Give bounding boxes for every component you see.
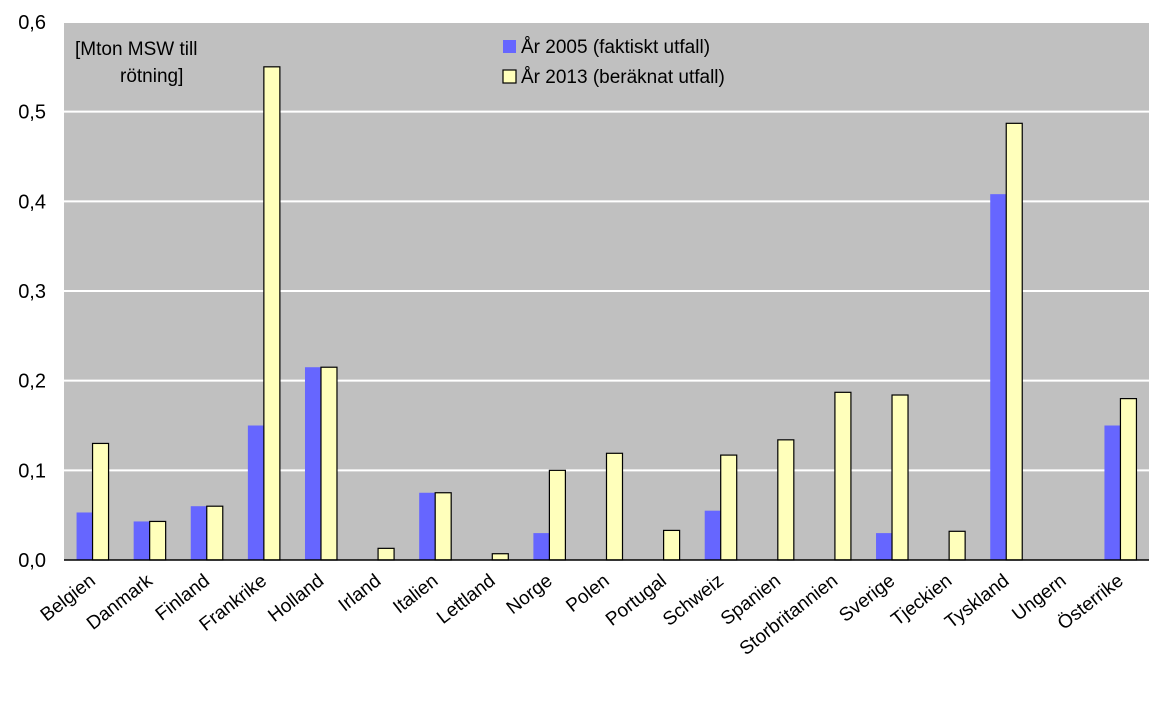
- x-tick-label: Tyskland: [941, 570, 1013, 633]
- unit-label-line-1: [Mton MSW till: [75, 39, 197, 60]
- x-tick-label: Portugal: [602, 570, 671, 630]
- bar-2005: [76, 512, 93, 560]
- y-tick-label: 0,6: [18, 12, 46, 34]
- bar-2013: [1119, 398, 1138, 561]
- x-tick-label: Sverige: [835, 570, 899, 626]
- bar-2005: [876, 533, 893, 560]
- y-axis-ticks: 0,0 0,1 0,2 0,3 0,4 0,5 0,6: [18, 12, 46, 572]
- legend-label: År 2013 (beräknat utfall): [521, 67, 725, 88]
- x-tick-label: Storbritannien: [736, 570, 842, 659]
- bars-group: [64, 66, 1149, 561]
- y-tick-label: 0,4: [18, 191, 46, 213]
- bar-2013: [434, 492, 452, 561]
- bar-2013: [91, 442, 110, 561]
- bar-2005: [190, 506, 207, 560]
- bar-2013: [1005, 122, 1023, 561]
- x-tick-label: Norge: [503, 570, 557, 618]
- x-tick-label: Lettland: [433, 570, 499, 628]
- y-tick-label: 0,1: [18, 460, 46, 482]
- bar-2013: [834, 391, 852, 561]
- y-tick-label: 0,0: [18, 550, 46, 572]
- bar-2013: [548, 469, 566, 561]
- bar-2013: [605, 452, 624, 561]
- bar-2005: [704, 510, 721, 560]
- bar-2013: [149, 520, 167, 561]
- bar-2005: [304, 367, 321, 560]
- bar-2013: [491, 553, 509, 561]
- y-tick-label: 0,5: [18, 102, 46, 124]
- bar-2005: [533, 533, 550, 560]
- bar-2013: [320, 366, 338, 561]
- x-tick-label: Holland: [264, 570, 328, 626]
- bar-2013: [948, 530, 966, 561]
- bar-2013: [377, 547, 395, 561]
- unit-label-line-2: rötning]: [120, 66, 183, 87]
- bar-2013: [777, 439, 795, 561]
- bar-2013: [206, 505, 224, 561]
- bar-2013: [720, 454, 738, 561]
- legend: År 2005 (faktiskt utfall) År 2013 (beräkn…: [502, 37, 725, 88]
- y-tick-label: 0,2: [18, 371, 46, 393]
- bar-2005: [1104, 425, 1121, 560]
- x-tick-label: Danmark: [83, 570, 157, 634]
- bar-2005: [247, 425, 264, 560]
- legend-swatch: [502, 69, 517, 84]
- bar-2013: [263, 66, 281, 561]
- bar-2013: [891, 394, 909, 561]
- gridlines: [64, 21, 1149, 472]
- bar-2005: [133, 521, 150, 560]
- bar-2013: [663, 529, 681, 561]
- bar-2005: [419, 492, 436, 560]
- bar-2005: [990, 194, 1007, 560]
- x-tick-label: Irland: [335, 570, 385, 616]
- legend-swatch: [503, 40, 516, 53]
- legend-label: År 2005 (faktiskt utfall): [521, 37, 710, 58]
- y-tick-label: 0,3: [18, 281, 46, 303]
- x-tick-label: Schweiz: [659, 570, 728, 630]
